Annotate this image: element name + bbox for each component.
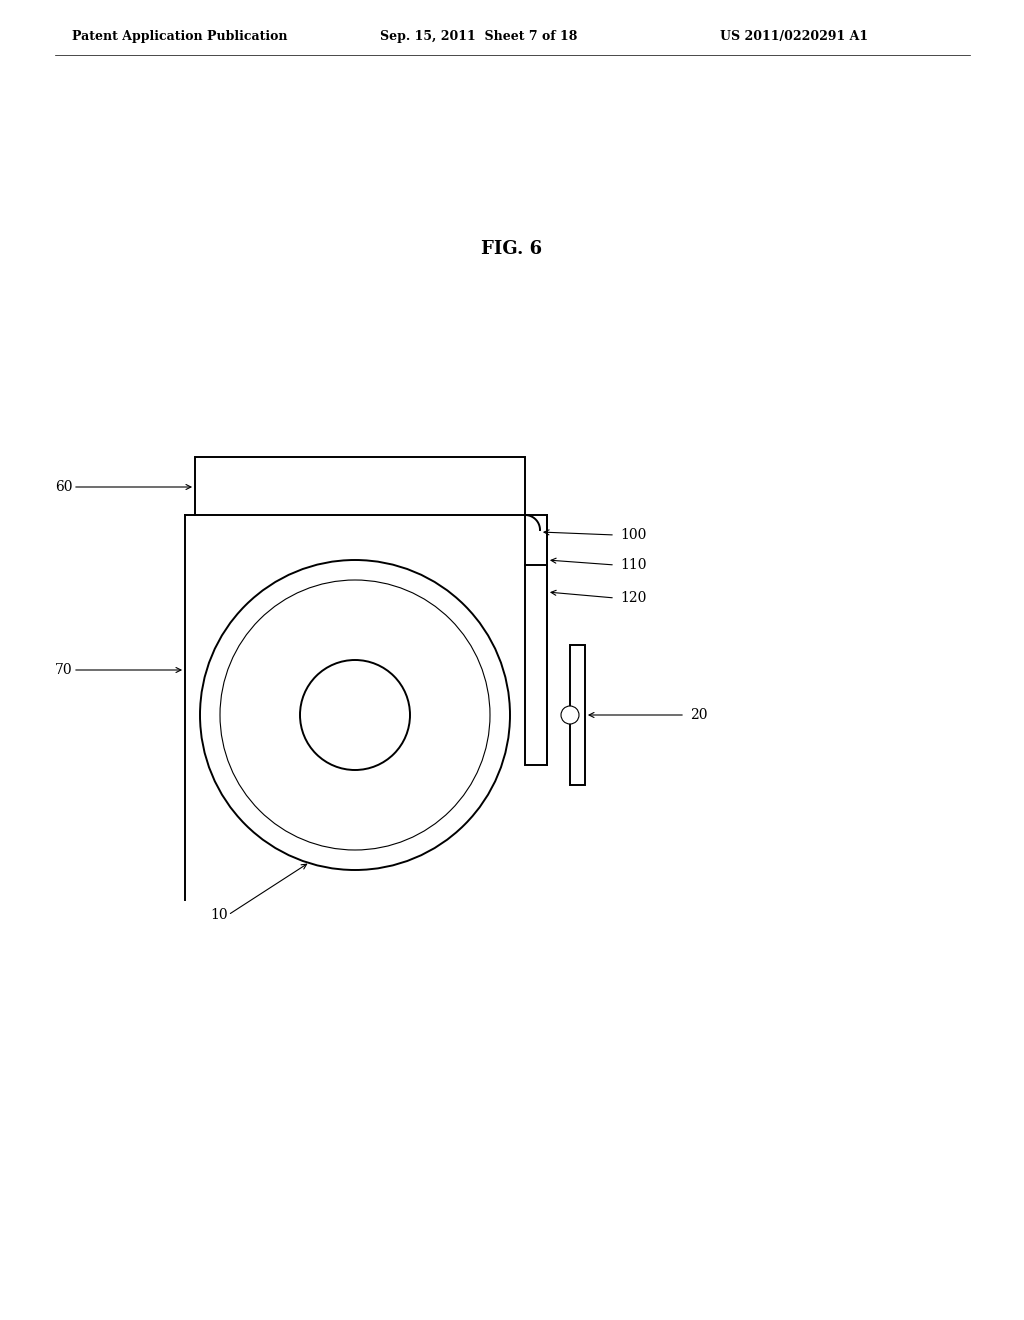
- Text: 120: 120: [620, 591, 646, 605]
- Text: 10: 10: [210, 908, 227, 921]
- Text: 70: 70: [55, 663, 73, 677]
- Bar: [525, 515, 547, 766]
- Text: Sep. 15, 2011  Sheet 7 of 18: Sep. 15, 2011 Sheet 7 of 18: [380, 30, 578, 44]
- Text: 60: 60: [55, 480, 73, 494]
- Circle shape: [200, 560, 510, 870]
- Text: US 2011/0220291 A1: US 2011/0220291 A1: [720, 30, 868, 44]
- Bar: [195, 457, 525, 515]
- Text: FIG. 6: FIG. 6: [481, 240, 543, 257]
- Text: Patent Application Publication: Patent Application Publication: [72, 30, 288, 44]
- Circle shape: [561, 706, 579, 723]
- Bar: [570, 645, 585, 785]
- Text: 110: 110: [620, 558, 646, 572]
- Text: 20: 20: [690, 708, 708, 722]
- Text: 100: 100: [620, 528, 646, 543]
